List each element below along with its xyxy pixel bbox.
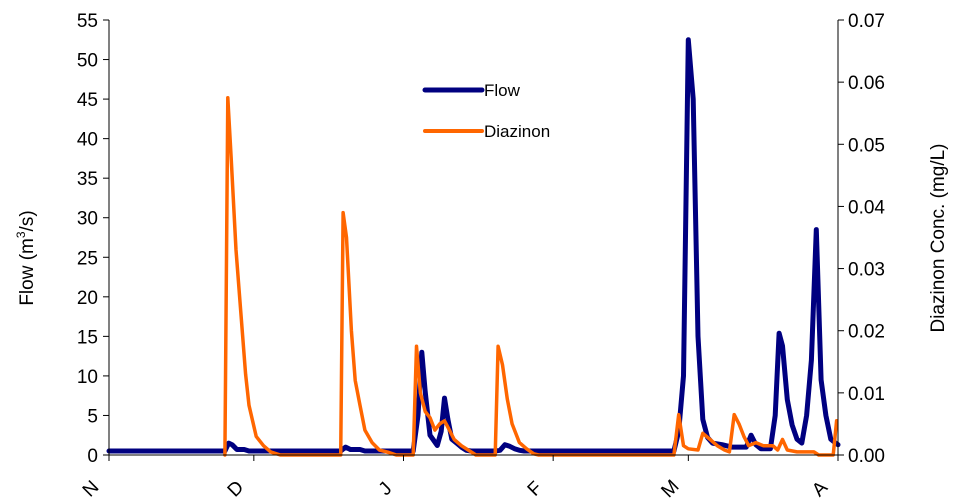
y2-tick-label: 0.04 [848, 197, 885, 218]
y-tick-label: 0 [87, 446, 98, 467]
y-axis-title-base: Flow (m [17, 238, 38, 306]
y-axis-title-end: /s) [17, 210, 38, 231]
y-tick-label: 10 [77, 367, 98, 388]
tick-labels: 0 5 10 15 20 25 30 35 40 45 50 55 0.00 0.01 0.02 0.03 0.… [77, 11, 886, 502]
y2-tick-label: 0.02 [848, 322, 885, 343]
series-line-flow [106, 37, 841, 454]
y2-tick-label: 0.03 [848, 260, 885, 281]
legend: Flow Diazinon [422, 81, 550, 141]
x-tick-label: N [79, 477, 104, 502]
y-tick-label: 55 [77, 11, 98, 32]
axes [103, 19, 844, 461]
y-tick-label: 15 [77, 327, 98, 348]
y-tick-label: 5 [87, 406, 98, 427]
y-tick-label: 20 [77, 288, 98, 309]
y2-tick-label: 0.00 [848, 446, 885, 467]
y-tick-label: 45 [77, 90, 98, 111]
y2-tick-label: 0.05 [848, 135, 885, 156]
series-line-diazinon [223, 95, 839, 457]
x-tick-label: D [224, 477, 249, 502]
y2-tick-label: 0.07 [848, 11, 885, 32]
x-tick-label: M [657, 476, 683, 502]
y-axis-title-sup: 3 [14, 231, 28, 238]
x-tick-label: A [808, 477, 832, 501]
y-tick-label: 50 [77, 51, 98, 72]
x-tick-label: J [375, 478, 397, 500]
legend-label-flow: Flow [484, 81, 521, 100]
y-axis-title: Flow (m3/s) [14, 210, 38, 305]
legend-label-diazinon: Diazinon [484, 122, 550, 141]
y-tick-label: 40 [77, 130, 98, 151]
y-tick-label: 35 [77, 169, 98, 190]
y2-tick-label: 0.01 [848, 384, 885, 405]
y2-tick-label: 0.06 [848, 73, 885, 94]
x-tick-label: F [524, 478, 547, 501]
y-tick-label: 30 [77, 209, 98, 230]
y-tick-label: 25 [77, 248, 98, 269]
y2-axis-title: Diazinon Conc. (mg/L) [928, 143, 949, 332]
plot-lines [106, 37, 841, 457]
